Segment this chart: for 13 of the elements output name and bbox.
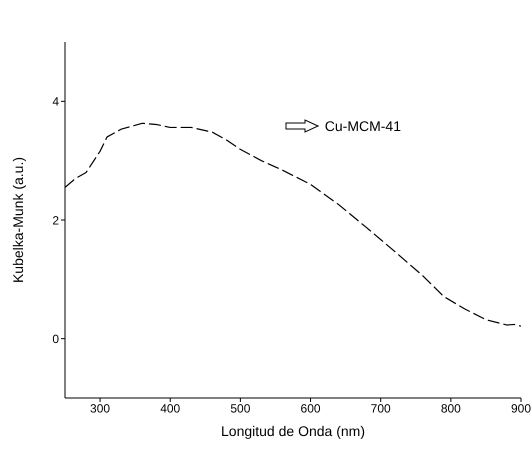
x-tick-label: 700 bbox=[370, 402, 392, 416]
y-tick-label: 0 bbox=[52, 332, 60, 346]
x-tick-label: 400 bbox=[160, 402, 181, 416]
legend-label: Cu-MCM-41 bbox=[324, 118, 401, 134]
x-tick-label: 900 bbox=[510, 402, 531, 416]
x-tick-label: 600 bbox=[300, 402, 321, 416]
y-tick-label: 2 bbox=[52, 213, 60, 228]
x-axis-title: Longitud de Onda (nm) bbox=[221, 423, 365, 439]
y-tick-label: 4 bbox=[52, 94, 60, 109]
x-tick-label: 800 bbox=[440, 402, 462, 416]
x-tick-label: 300 bbox=[90, 402, 110, 416]
x-tick-label: 500 bbox=[230, 402, 251, 416]
y-axis-title: Kubelka-Munk (a.u.) bbox=[10, 156, 26, 284]
